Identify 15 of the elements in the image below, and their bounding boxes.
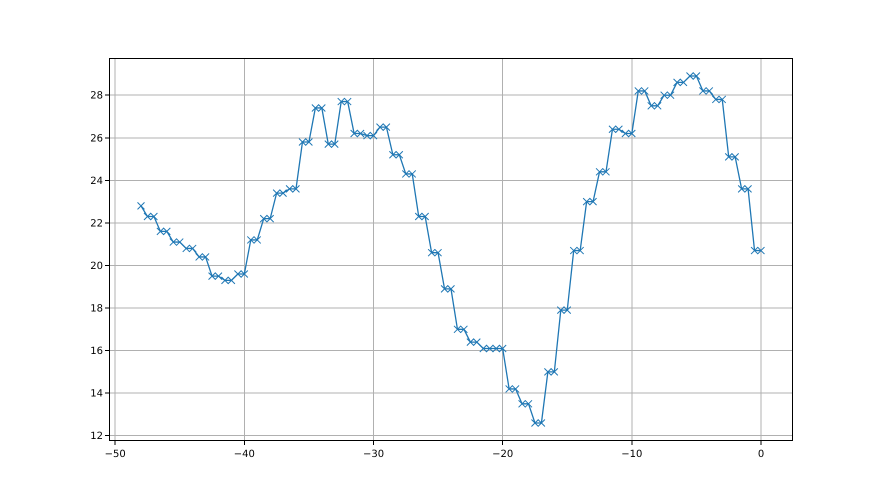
y-tick-label: 24 [90, 176, 103, 187]
y-tick-label: 22 [90, 218, 103, 230]
y-tick-label: 14 [90, 388, 103, 400]
x-tick-label: −20 [492, 449, 514, 460]
y-tick-label: 26 [90, 133, 103, 144]
x-tick-label: −10 [621, 449, 642, 460]
y-tick-label: 20 [90, 260, 103, 272]
y-tick-label: 16 [90, 346, 103, 358]
x-tick-label: −50 [104, 449, 126, 460]
y-tick-label: 28 [90, 90, 103, 102]
x-tick-label: −40 [234, 449, 255, 460]
y-tick-label: 12 [90, 431, 103, 442]
x-tick-label: −30 [362, 449, 384, 460]
y-tick-label: 18 [90, 304, 103, 315]
x-tick-label: 0 [758, 449, 764, 460]
